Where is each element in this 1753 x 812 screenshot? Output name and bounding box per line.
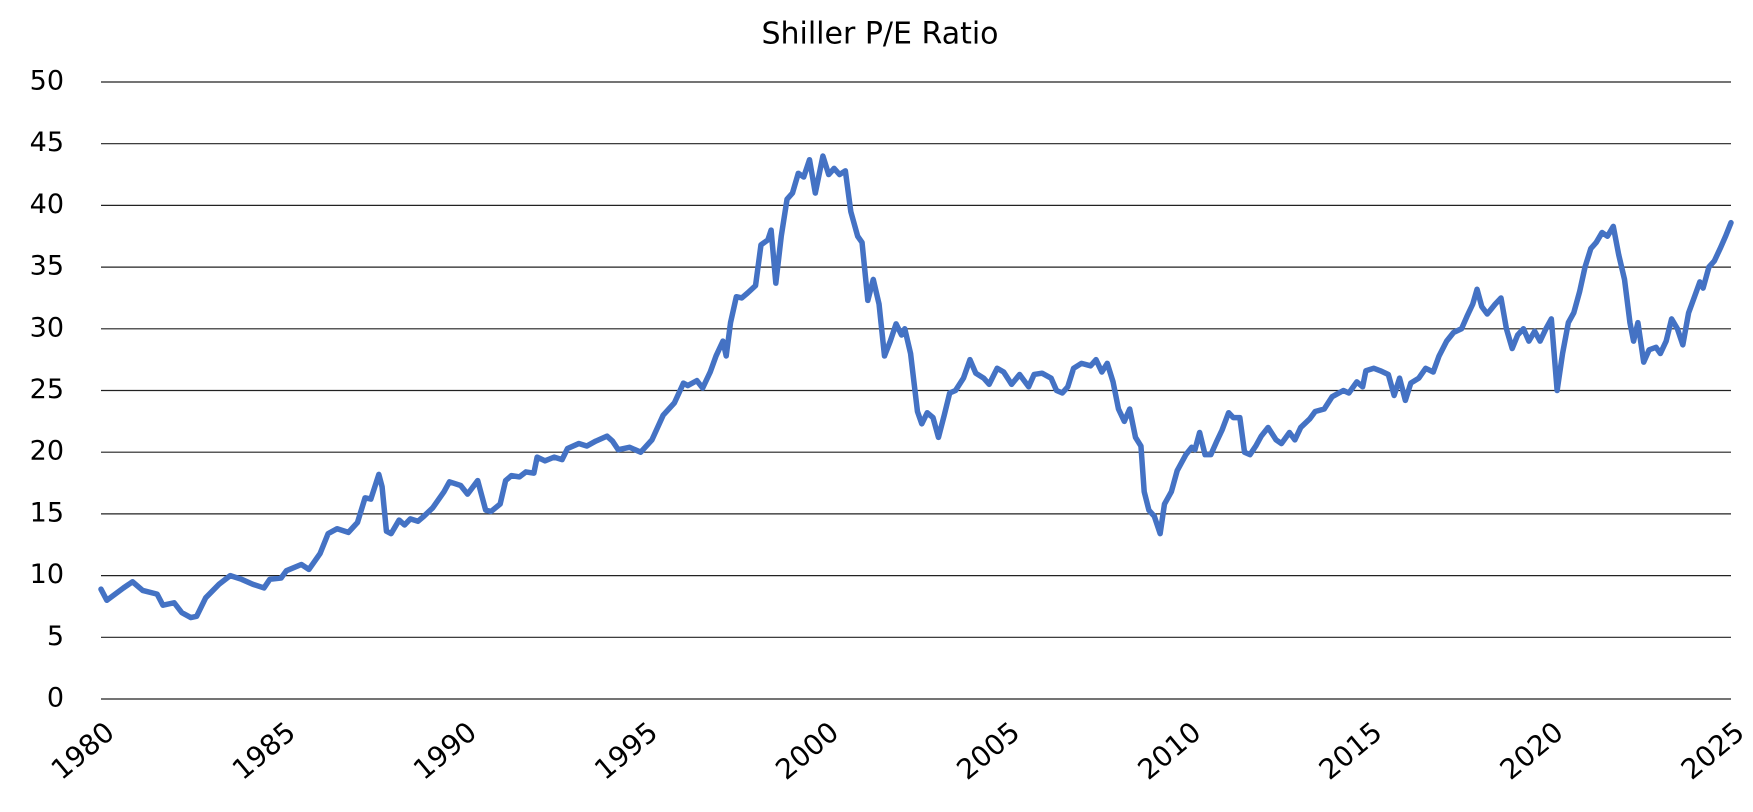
x-tick-label: 1995 (588, 715, 664, 786)
y-tick-label: 35 (30, 251, 64, 282)
x-tick-label: 2000 (769, 715, 845, 786)
y-tick-label: 20 (30, 436, 64, 467)
y-tick-label: 25 (30, 374, 64, 405)
y-tick-label: 30 (30, 312, 64, 343)
x-tick-label: 2010 (1132, 715, 1208, 786)
x-tick-label: 2020 (1494, 715, 1570, 786)
y-tick-label: 5 (47, 621, 64, 652)
y-tick-label: 0 (47, 683, 64, 714)
x-tick-label: 1985 (226, 715, 302, 786)
y-tick-label: 50 (30, 66, 64, 97)
y-tick-label: 45 (30, 127, 64, 158)
x-tick-label: 1990 (407, 715, 483, 786)
x-tick-label: 2025 (1675, 715, 1751, 786)
y-tick-label: 40 (30, 189, 64, 220)
y-tick-label: 10 (30, 559, 64, 590)
line-series (98, 153, 1734, 621)
x-tick-label: 2015 (1313, 715, 1389, 786)
x-tick-label: 2005 (950, 715, 1026, 786)
chart-title: Shiller P/E Ratio (761, 17, 998, 52)
y-tick-label: 15 (30, 497, 64, 528)
x-tick-label: 1980 (45, 715, 121, 786)
